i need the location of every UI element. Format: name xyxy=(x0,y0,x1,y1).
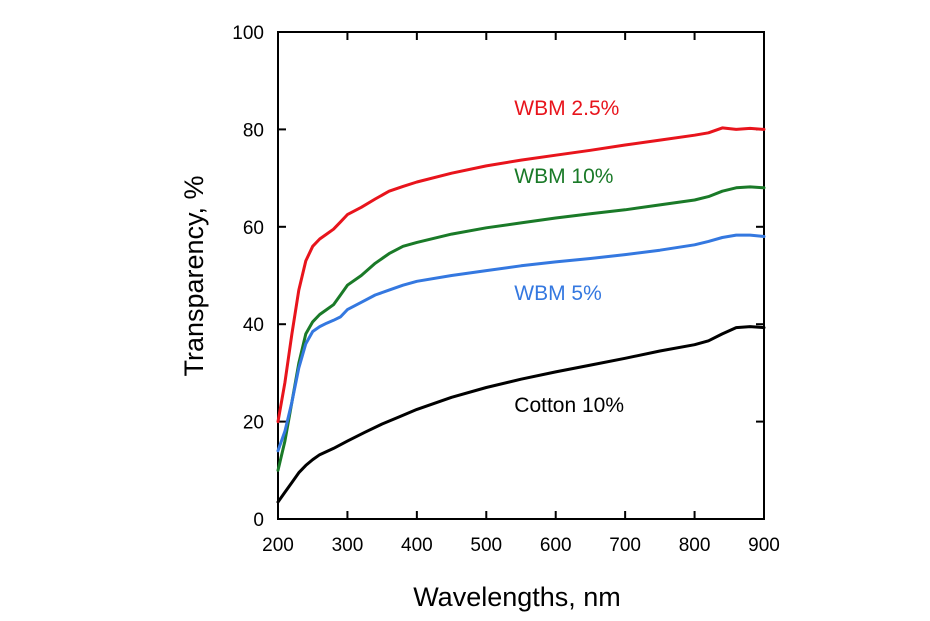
axis-ticks xyxy=(277,31,765,520)
y-tick-label: 20 xyxy=(243,413,264,434)
x-tick-label: 800 xyxy=(679,535,711,556)
x-axis-title: Wavelengths, nm xyxy=(413,582,621,612)
y-tick-label: 60 xyxy=(243,218,264,239)
series-label-wbm-10: WBM 10% xyxy=(514,165,613,188)
x-tick-label: 300 xyxy=(332,535,364,556)
y-tick-label: 40 xyxy=(243,315,264,336)
series-line-wbm-10 xyxy=(276,185,766,472)
tick-labels: 200 300 400 500 600 700 800 900 0 20 40 60 80 100 xyxy=(232,23,780,556)
series-line-cotton-10 xyxy=(276,325,766,504)
x-tick-label: 700 xyxy=(609,535,641,556)
series-label-cotton-10: Cotton 10% xyxy=(514,394,624,417)
y-tick-label: 0 xyxy=(253,510,264,531)
series-line-wbm-2-5 xyxy=(276,126,766,424)
x-tick-label: 900 xyxy=(748,535,780,556)
series-line-wbm-5 xyxy=(276,233,766,453)
y-tick-label: 100 xyxy=(232,23,264,44)
x-tick-label: 200 xyxy=(262,535,294,556)
plot-frame xyxy=(277,31,765,520)
series-lines xyxy=(276,126,766,504)
series-label-wbm-5: WBM 5% xyxy=(514,282,602,305)
x-tick-label: 400 xyxy=(401,535,433,556)
x-tick-label: 500 xyxy=(470,535,502,556)
x-tick-label: 600 xyxy=(540,535,572,556)
series-label-wbm-2-5: WBM 2.5% xyxy=(514,97,619,120)
y-tick-label: 80 xyxy=(243,120,264,141)
y-axis-title: Transparency, % xyxy=(179,175,209,376)
series-labels: WBM 2.5% WBM 10% WBM 5% Cotton 10% xyxy=(514,97,624,417)
